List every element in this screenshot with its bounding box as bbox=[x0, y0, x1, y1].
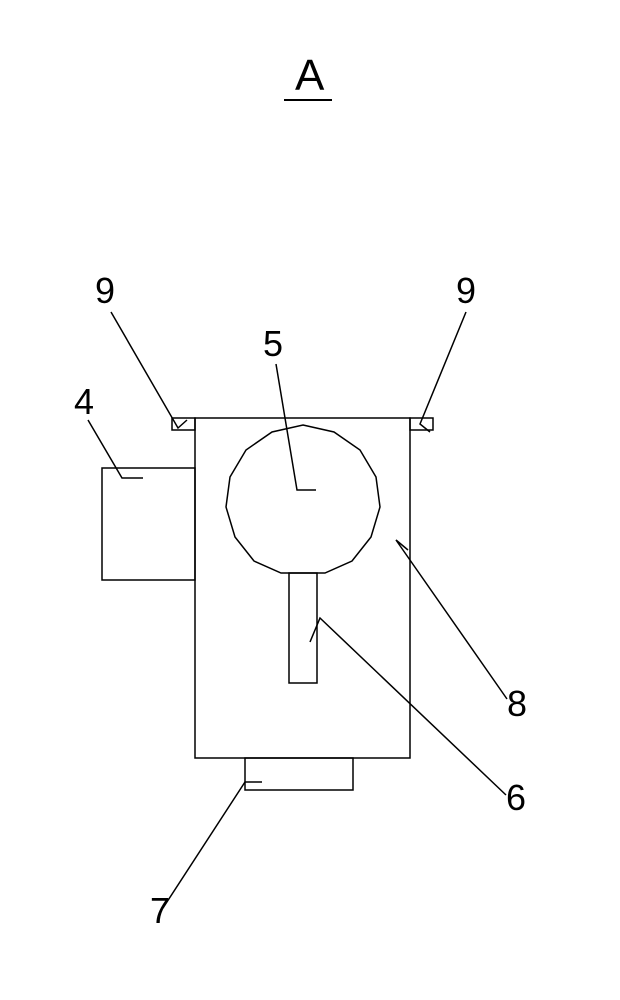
side-box bbox=[102, 468, 195, 580]
label-8: 8 bbox=[507, 683, 527, 724]
main-body bbox=[195, 418, 410, 758]
technical-diagram-svg: A 9 9 5 4 8 6 7 bbox=[0, 0, 620, 1000]
label-9-right: 9 bbox=[456, 270, 476, 311]
diagram-title: A bbox=[295, 51, 325, 100]
diagram-container: A 9 9 5 4 8 6 7 bbox=[0, 0, 620, 1000]
label-4: 4 bbox=[74, 381, 94, 422]
leader-9-left bbox=[111, 312, 187, 428]
leader-4 bbox=[88, 420, 143, 478]
label-7: 7 bbox=[150, 890, 170, 931]
leader-6 bbox=[310, 618, 506, 795]
bottom-stub bbox=[245, 758, 353, 790]
polygon-shape bbox=[226, 425, 380, 573]
label-9-left: 9 bbox=[95, 270, 115, 311]
leader-8 bbox=[396, 540, 507, 699]
label-6: 6 bbox=[506, 777, 526, 818]
leader-9-right bbox=[420, 312, 466, 432]
stem bbox=[289, 573, 317, 683]
leader-7 bbox=[163, 782, 262, 908]
label-5: 5 bbox=[263, 323, 283, 364]
